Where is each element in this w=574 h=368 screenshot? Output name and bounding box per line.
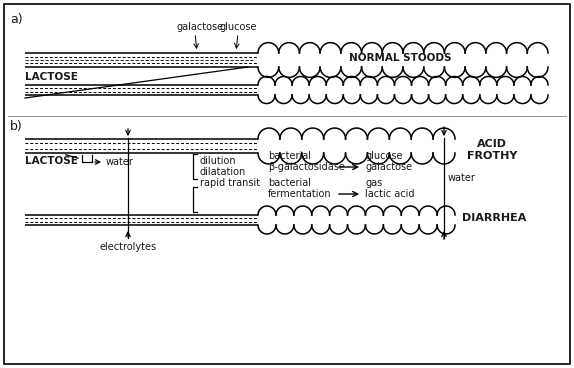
Text: NORMAL STOODS: NORMAL STOODS: [349, 53, 451, 63]
Text: rapid transit: rapid transit: [200, 178, 260, 188]
Text: dilatation: dilatation: [200, 167, 246, 177]
Text: dilution: dilution: [200, 156, 236, 166]
Text: DIARRHEA: DIARRHEA: [462, 213, 526, 223]
Text: glucose: glucose: [365, 151, 402, 161]
Text: fermentation: fermentation: [268, 189, 332, 199]
Text: FROTHY: FROTHY: [467, 151, 517, 161]
Text: glucose: glucose: [219, 22, 257, 32]
Text: ACID: ACID: [477, 139, 507, 149]
Text: LACTOSE: LACTOSE: [25, 156, 78, 166]
Text: b): b): [10, 120, 23, 133]
Text: β-galactosidase: β-galactosidase: [268, 162, 345, 172]
Text: water: water: [448, 173, 476, 183]
Text: galactose: galactose: [365, 162, 412, 172]
Text: lactic acid: lactic acid: [365, 189, 414, 199]
Text: bacterial: bacterial: [268, 151, 311, 161]
Text: water: water: [106, 157, 134, 167]
Text: gas: gas: [365, 178, 382, 188]
Text: LACTOSE: LACTOSE: [25, 72, 78, 82]
Text: electrolytes: electrolytes: [99, 242, 157, 252]
Text: bacterial: bacterial: [268, 178, 311, 188]
Text: galactose: galactose: [176, 22, 223, 32]
Text: a): a): [10, 13, 22, 26]
